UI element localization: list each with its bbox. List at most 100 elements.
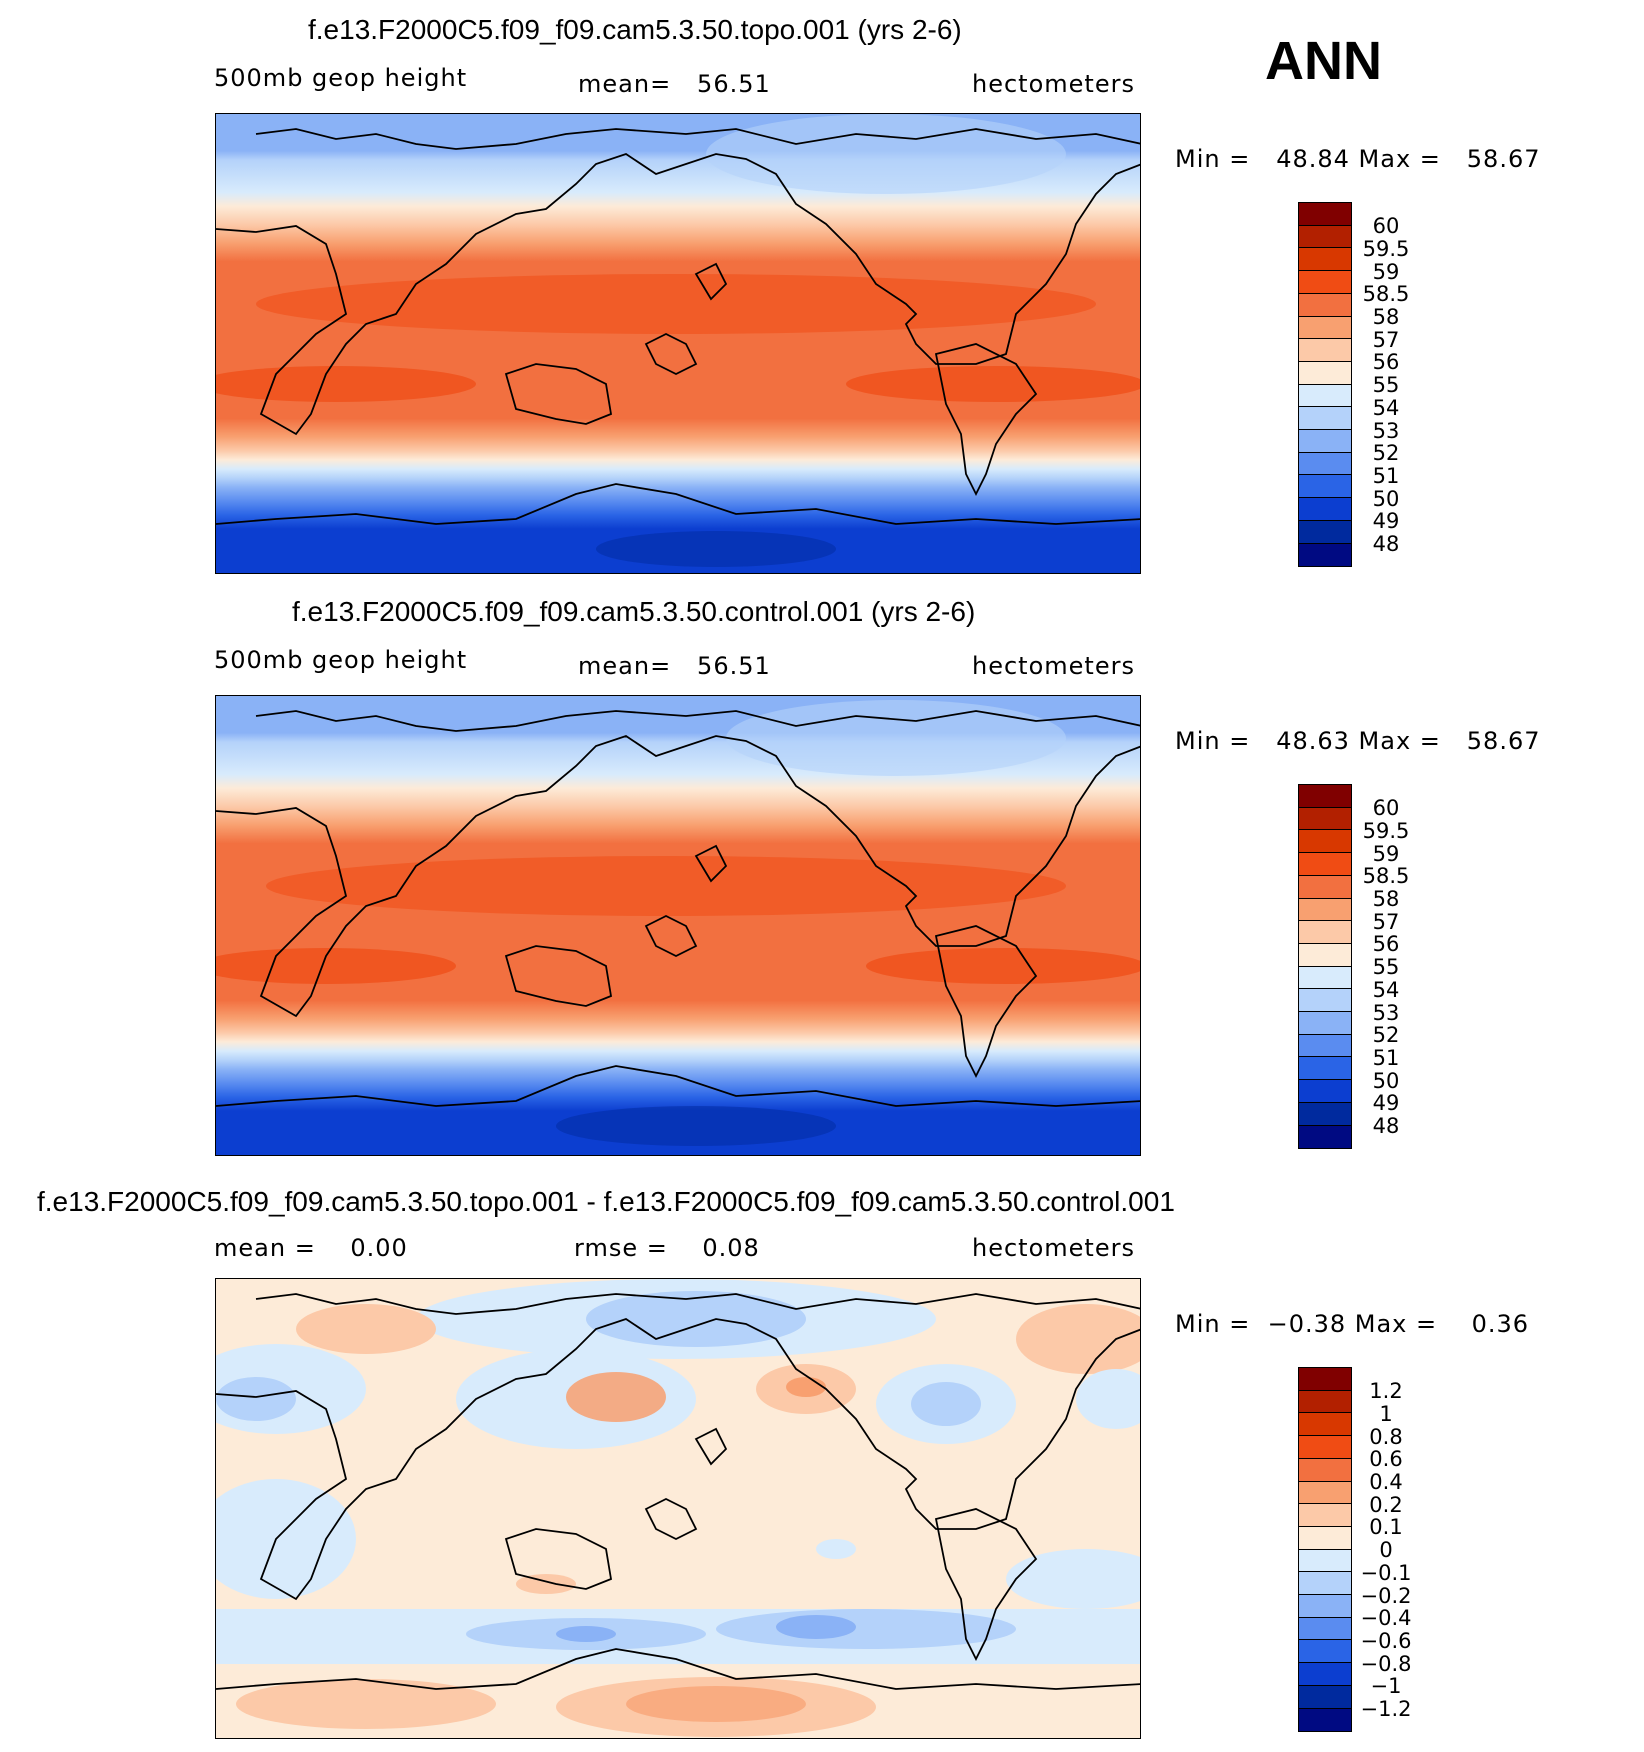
p1-cb-8 xyxy=(1298,383,1352,408)
panel1-map xyxy=(215,113,1141,574)
panel1-coastlines xyxy=(216,128,1140,525)
p3-cb-13 xyxy=(1298,1662,1352,1687)
p2-cb-15 xyxy=(1298,1124,1352,1149)
p3-lbl: −0.4 xyxy=(1360,1606,1412,1630)
p2-cb-3 xyxy=(1298,852,1352,877)
p1-cb-1 xyxy=(1298,224,1352,249)
p1-lbl: 52 xyxy=(1372,441,1400,465)
panel2-map-svg xyxy=(216,696,1140,1155)
p3-cb-1 xyxy=(1298,1389,1352,1414)
panel2-mean-label: mean= 56.51 xyxy=(578,652,771,680)
p1-cb-3 xyxy=(1298,270,1352,295)
panel3-map xyxy=(215,1278,1141,1739)
p2-cb-9 xyxy=(1298,988,1352,1013)
p3-cb-6 xyxy=(1298,1503,1352,1528)
p2-lbl: 57 xyxy=(1372,910,1400,934)
p2-lbl: 59.5 xyxy=(1362,819,1410,843)
p3-lbl: 0.8 xyxy=(1369,1425,1403,1449)
panel1-map-svg xyxy=(216,114,1140,573)
p1-lbl: 48 xyxy=(1372,532,1400,556)
panel3-mean-label: mean = 0.00 xyxy=(214,1234,408,1262)
p3-cb-14 xyxy=(1298,1684,1352,1709)
p3-cb-7 xyxy=(1298,1525,1352,1550)
p2-lbl: 50 xyxy=(1372,1069,1400,1093)
p3-lbl: −1.2 xyxy=(1360,1697,1412,1721)
p3-lbl: 0.2 xyxy=(1369,1493,1403,1517)
p1-lbl: 51 xyxy=(1372,464,1400,488)
p2-cb-4 xyxy=(1298,874,1352,899)
p3-cb-5 xyxy=(1298,1480,1352,1505)
p2-lbl: 60 xyxy=(1372,796,1400,820)
p1-lbl: 58.5 xyxy=(1362,282,1410,306)
p3-lbl: −0.6 xyxy=(1360,1629,1412,1653)
p3-cb-4 xyxy=(1298,1457,1352,1482)
panel2-minmax: Min = 48.63 Max = 58.67 xyxy=(1175,727,1541,755)
p1-cb-5 xyxy=(1298,315,1352,340)
p3-lbl: −0.2 xyxy=(1360,1584,1412,1608)
p1-lbl: 59 xyxy=(1372,260,1400,284)
p1-cb-6 xyxy=(1298,338,1352,363)
p3-lbl: 0.4 xyxy=(1369,1470,1403,1494)
p2-lbl: 58.5 xyxy=(1362,864,1410,888)
p3-cb-15 xyxy=(1298,1707,1352,1732)
p1-lbl: 56 xyxy=(1372,350,1400,374)
p2-cb-12 xyxy=(1298,1056,1352,1081)
p3-cb-2 xyxy=(1298,1412,1352,1437)
p1-lbl: 49 xyxy=(1372,509,1400,533)
p1-lbl: 53 xyxy=(1372,419,1400,443)
p2-cb-8 xyxy=(1298,965,1352,990)
p2-cb-13 xyxy=(1298,1079,1352,1104)
p1-cb-0 xyxy=(1298,202,1352,226)
p2-lbl: 58 xyxy=(1372,887,1400,911)
panel2-variable-label: 500mb geop height xyxy=(214,646,468,674)
p1-cb-9 xyxy=(1298,406,1352,431)
p1-cb-12 xyxy=(1298,474,1352,499)
p3-cb-0 xyxy=(1298,1367,1352,1391)
p3-cb-10 xyxy=(1298,1594,1352,1618)
p1-lbl: 54 xyxy=(1372,396,1400,420)
panel1-title: f.e13.F2000C5.f09_f09.cam5.3.50.topo.001… xyxy=(308,14,962,45)
p1-cb-14 xyxy=(1298,519,1352,544)
p3-lbl: 1 xyxy=(1379,1402,1393,1426)
p2-cb-1 xyxy=(1298,806,1352,831)
p2-lbl: 59 xyxy=(1372,842,1400,866)
season-label: ANN xyxy=(1265,31,1382,91)
panel3-minmax: Min = −0.38 Max = 0.36 xyxy=(1175,1310,1530,1338)
p1-lbl: 60 xyxy=(1372,214,1400,238)
p1-cb-13 xyxy=(1298,497,1352,522)
p1-cb-2 xyxy=(1298,247,1352,272)
p2-cb-5 xyxy=(1298,897,1352,922)
p2-lbl: 55 xyxy=(1372,955,1400,979)
p2-cb-10 xyxy=(1298,1011,1352,1035)
panel1-colorbar xyxy=(1298,202,1356,567)
panel3-coastlines xyxy=(216,1293,1140,1690)
p3-lbl: 0.1 xyxy=(1369,1515,1403,1539)
panel2-colorbar xyxy=(1298,784,1356,1149)
panel2-coastlines xyxy=(216,710,1140,1107)
p2-cb-0 xyxy=(1298,784,1352,808)
p1-lbl: 57 xyxy=(1372,328,1400,352)
panel2-title: f.e13.F2000C5.f09_f09.cam5.3.50.control.… xyxy=(292,596,976,627)
p2-lbl: 49 xyxy=(1372,1091,1400,1115)
panel2-units-label: hectometers xyxy=(972,652,1135,680)
panel3-rmse-label: rmse = 0.08 xyxy=(574,1234,760,1262)
p1-lbl: 50 xyxy=(1372,487,1400,511)
p1-cb-7 xyxy=(1298,360,1352,385)
p2-lbl: 52 xyxy=(1372,1023,1400,1047)
panel1-variable-label: 500mb geop height xyxy=(214,64,468,92)
p3-lbl: 0.6 xyxy=(1369,1447,1403,1471)
p1-cb-4 xyxy=(1298,292,1352,317)
panel2-map xyxy=(215,695,1141,1156)
p3-cb-9 xyxy=(1298,1571,1352,1596)
p2-cb-11 xyxy=(1298,1033,1352,1058)
p1-lbl: 58 xyxy=(1372,305,1400,329)
p2-cb-2 xyxy=(1298,829,1352,854)
p3-lbl: −0.8 xyxy=(1360,1652,1412,1676)
p3-cb-3 xyxy=(1298,1435,1352,1460)
panel3-units-label: hectometers xyxy=(972,1234,1135,1262)
p3-lbl: −1 xyxy=(1370,1674,1402,1698)
p1-lbl: 59.5 xyxy=(1362,237,1410,261)
p2-lbl: 48 xyxy=(1372,1114,1400,1138)
p3-cb-11 xyxy=(1298,1616,1352,1641)
panel1-units-label: hectometers xyxy=(972,70,1135,98)
